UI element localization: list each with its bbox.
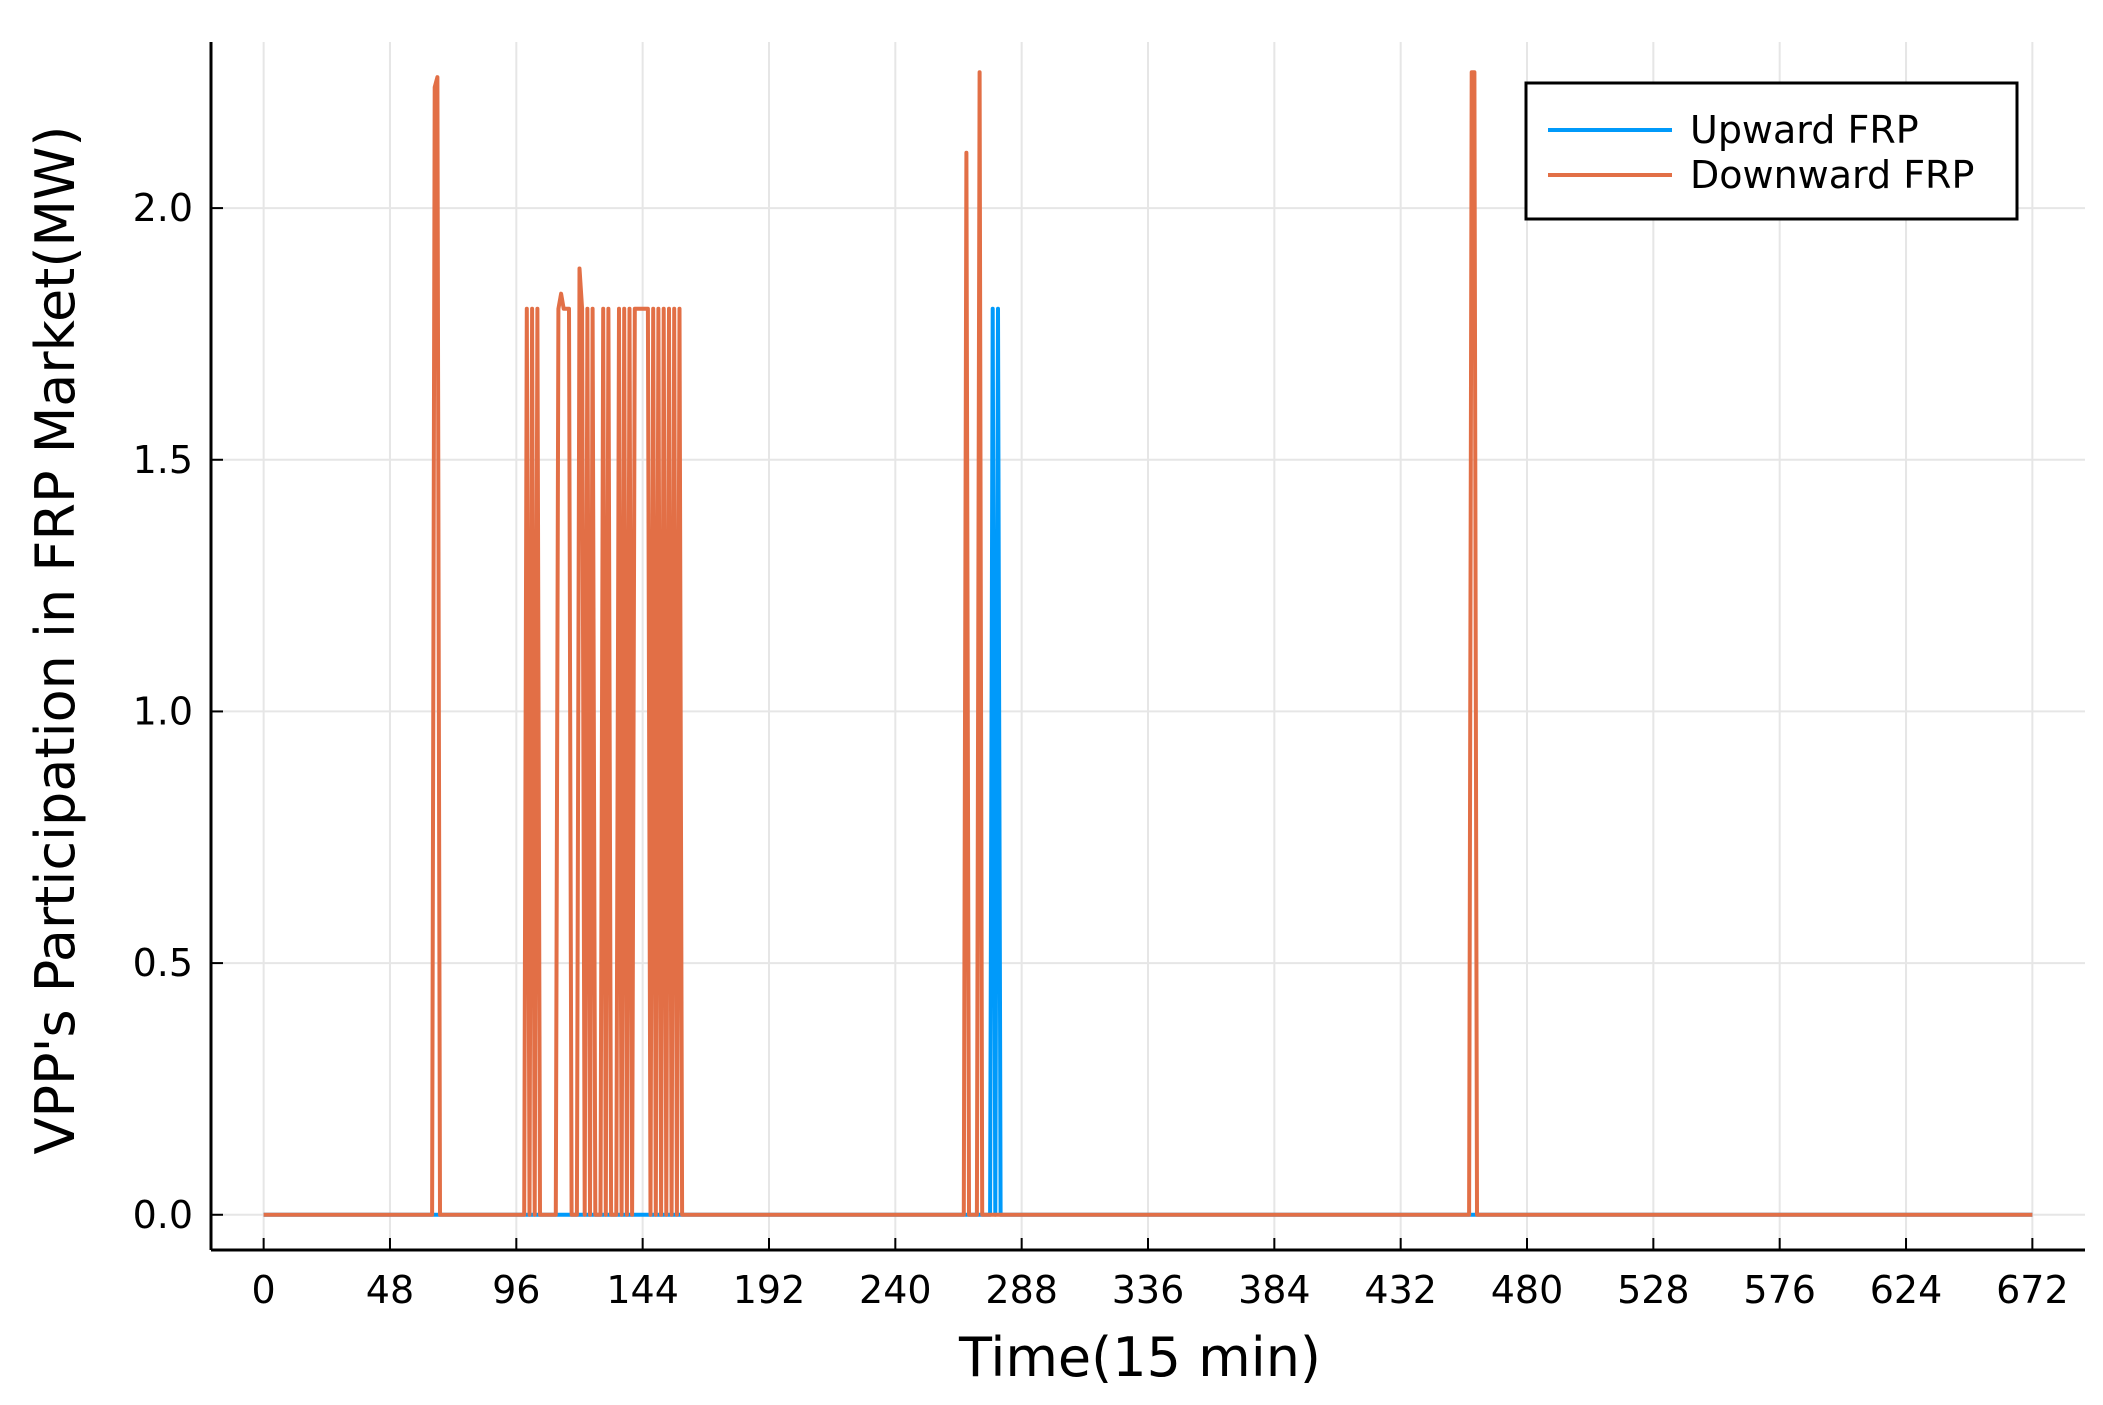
legend-label-downward-frp: Downward FRP <box>1690 153 1974 197</box>
ticks: 0 48 96 144 192 240 288 336 384 432 480 528 576 624 67… <box>133 186 2069 1312</box>
x-tick-label: 288 <box>985 1268 1058 1312</box>
x-tick-label: 528 <box>1617 1268 1690 1312</box>
x-tick-label: 144 <box>606 1268 679 1312</box>
x-tick-label: 432 <box>1364 1268 1437 1312</box>
series-line-downward-frp <box>263 70 2033 1217</box>
x-axis-title: Time(15 min) <box>958 1326 1321 1389</box>
y-tick-label: 1.0 <box>133 689 193 733</box>
y-tick-label: 1.5 <box>133 438 193 482</box>
x-tick-label: 672 <box>1996 1268 2069 1312</box>
x-tick-label: 576 <box>1743 1268 1816 1312</box>
x-tick-label: 240 <box>859 1268 932 1312</box>
legend-label-upward-frp: Upward FRP <box>1690 108 1919 152</box>
legend: Upward FRP Downward FRP <box>1524 81 2019 221</box>
grid-lines <box>211 42 2085 1250</box>
x-tick-label: 480 <box>1491 1268 1564 1312</box>
x-tick-label: 96 <box>492 1268 540 1312</box>
series-lines <box>263 70 2033 1217</box>
y-tick-label: 0.5 <box>133 941 193 985</box>
x-tick-label: 0 <box>252 1268 276 1312</box>
x-tick-label: 384 <box>1238 1268 1311 1312</box>
x-tick-label: 192 <box>733 1268 806 1312</box>
y-tick-label: 0.0 <box>133 1193 193 1237</box>
x-tick-label: 48 <box>366 1268 414 1312</box>
x-tick-label: 336 <box>1112 1268 1185 1312</box>
y-axis-title: VPP's Participation in FRP Market(MW) <box>24 126 87 1155</box>
legend-box <box>1524 81 2019 221</box>
y-tick-label: 2.0 <box>133 186 193 230</box>
x-tick-label: 624 <box>1870 1268 1943 1312</box>
